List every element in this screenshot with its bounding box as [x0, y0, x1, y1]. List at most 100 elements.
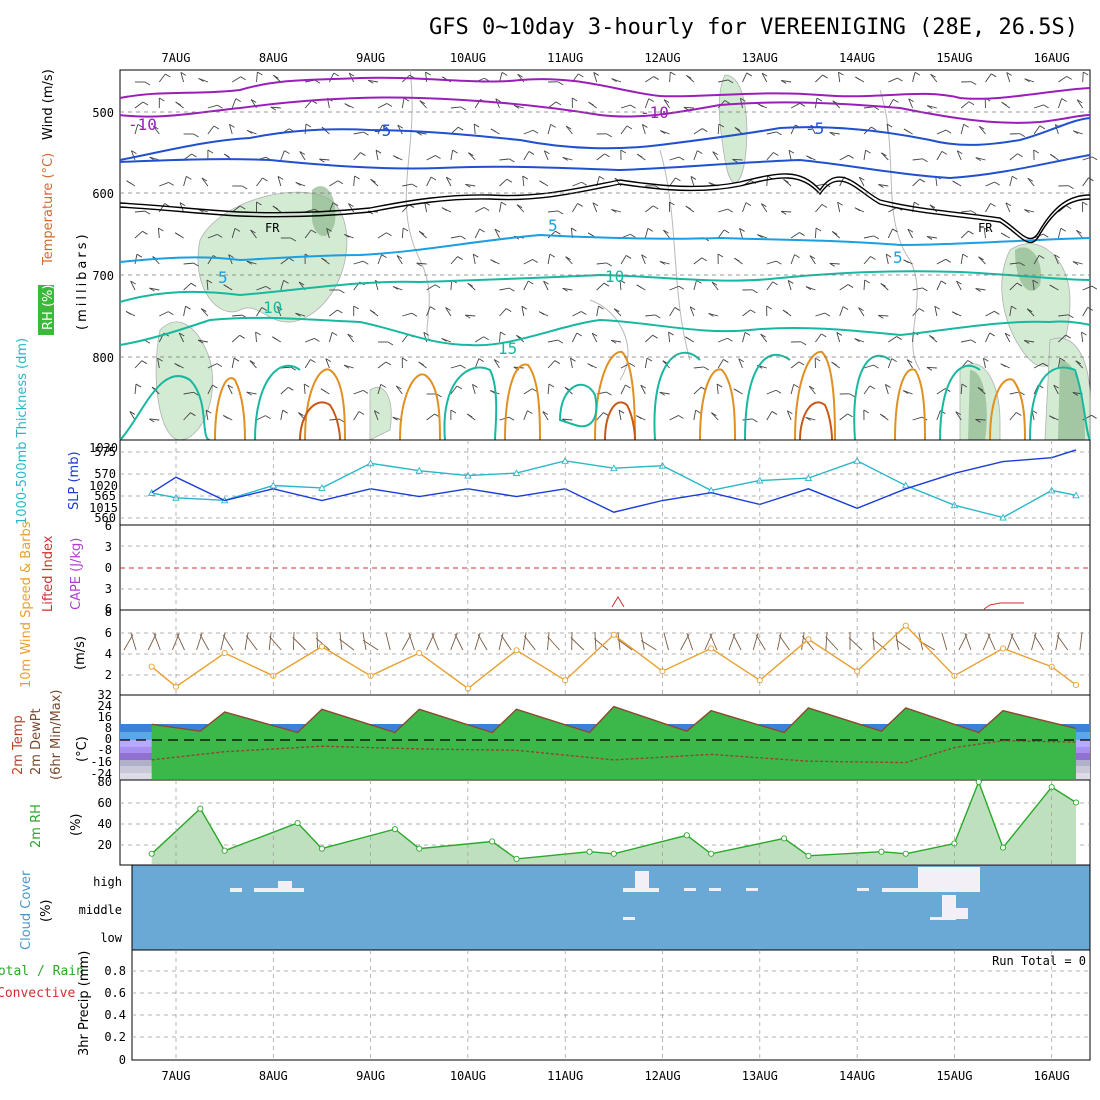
wind-barb — [742, 418, 753, 421]
wind-barb — [465, 183, 471, 188]
wind-barb — [547, 383, 550, 395]
wind-barb — [395, 385, 403, 395]
series-line — [151, 705, 1077, 734]
wind-barb — [472, 384, 478, 388]
wind-barb — [1082, 201, 1088, 206]
wind-barb — [178, 332, 185, 343]
wind-barb — [772, 281, 778, 286]
wind-barb — [990, 202, 996, 207]
wind-barb — [836, 332, 843, 336]
wind-barb — [780, 80, 787, 84]
wind-barb — [678, 415, 684, 419]
wind-barb — [1009, 412, 1017, 421]
wind-barb — [869, 385, 876, 390]
wind-barb — [945, 258, 951, 263]
wind-barb — [723, 229, 730, 234]
wind-barb — [872, 638, 887, 651]
wind-barb — [523, 129, 534, 135]
wind-barb — [494, 228, 501, 233]
wind-barb — [712, 151, 718, 155]
date-label: 7AUG — [162, 51, 191, 65]
wind-barb — [591, 332, 598, 337]
contour-label: 10 — [263, 298, 282, 317]
wind-barb — [690, 176, 697, 180]
wind-barb — [377, 254, 383, 265]
wind-barb — [144, 210, 151, 215]
wind-barb — [619, 279, 626, 284]
wind-barb — [955, 411, 961, 415]
wind-barb — [744, 331, 751, 336]
wind-barb — [1005, 202, 1011, 213]
wind-barb — [766, 411, 773, 421]
wind-barb — [186, 176, 192, 180]
ylabel-thickness: 1000-500mb Thickness (dm) — [15, 338, 30, 525]
tick-label: 60 — [98, 796, 112, 810]
wind-barb — [397, 124, 403, 135]
data-point — [610, 631, 617, 638]
wind-barb — [367, 79, 374, 84]
wind-barb — [854, 338, 860, 342]
tick-label: 570 — [94, 467, 116, 481]
wind-barb — [652, 334, 658, 339]
wind-barb — [517, 73, 523, 78]
wind-barb — [766, 131, 777, 135]
wind-barb — [270, 106, 281, 109]
wind-barb — [304, 337, 315, 343]
wind-barb — [474, 358, 480, 369]
wind-barb — [746, 72, 752, 77]
wind-barb — [572, 203, 578, 213]
wind-barb — [669, 156, 680, 161]
wind-barb — [968, 230, 974, 235]
wind-barb — [975, 288, 981, 292]
wind-barb — [888, 336, 897, 343]
wind-barb — [501, 201, 507, 206]
series-line — [151, 739, 1077, 764]
wind-barb — [761, 72, 768, 83]
wind-barb — [1079, 632, 1083, 651]
wind-barb — [878, 314, 889, 317]
wind-barb — [630, 233, 636, 238]
wind-barb — [669, 71, 671, 83]
wind-barb — [562, 157, 568, 161]
data-point — [586, 848, 593, 855]
wind-barb — [787, 280, 794, 284]
wind-barb — [790, 102, 801, 109]
wind-barb — [914, 71, 921, 76]
wind-barb — [837, 201, 843, 206]
wind-barb — [805, 286, 812, 290]
wind-barb — [1033, 149, 1039, 154]
wind-barb — [929, 204, 936, 209]
wind-barb — [906, 359, 913, 363]
wind-barb — [490, 259, 496, 264]
wind-barb — [402, 357, 408, 362]
wind-barb — [757, 103, 763, 108]
wind-barb — [153, 125, 159, 130]
data-point — [294, 819, 301, 827]
wind-barb — [766, 389, 777, 395]
wind-barb — [493, 359, 500, 369]
wind-barb — [956, 150, 962, 161]
wind-barb — [689, 306, 696, 311]
data-point — [902, 622, 909, 629]
wind-barb — [548, 210, 559, 213]
wind-barb — [903, 259, 909, 264]
wind-barb — [960, 254, 964, 265]
chart-title: GFS 0~10day 3-hourly for VEREENIGING (28… — [429, 15, 1078, 40]
wind-barb — [618, 409, 625, 414]
wind-barb — [434, 284, 441, 289]
wind-barb — [587, 232, 594, 237]
panel-rh2m: 80 60 40 20 2m RH (%) — [29, 775, 1091, 866]
wind-barb — [1019, 133, 1026, 138]
wind-barb — [918, 308, 925, 312]
wind-barb — [1009, 306, 1012, 317]
tick-label: 0 — [119, 1053, 126, 1067]
wind-barb — [863, 106, 874, 109]
tick-label: 20 — [98, 838, 112, 852]
wind-barb — [1082, 177, 1089, 187]
wind-barb — [708, 312, 719, 317]
wind-barb — [374, 410, 380, 415]
wind-barb — [277, 176, 282, 187]
tick-label-right: 1015 — [89, 501, 118, 515]
wind-barb — [396, 385, 402, 390]
wind-barb — [815, 227, 822, 232]
